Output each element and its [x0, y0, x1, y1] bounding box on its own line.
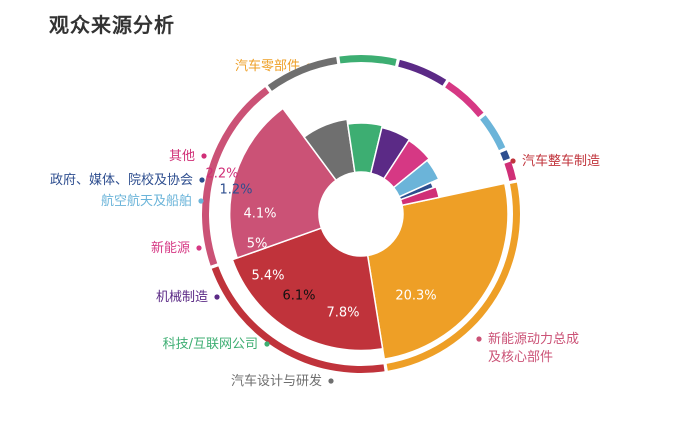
- chart-title: 观众来源分析: [49, 13, 175, 37]
- ring-segment-2: [202, 87, 270, 266]
- donut-hole: [319, 172, 403, 256]
- ring-segment-4: [339, 54, 397, 66]
- ring-segment-9: [504, 161, 517, 181]
- category-label-7: 航空航天及船舶: [101, 193, 192, 209]
- legend-dot-4: [264, 341, 270, 347]
- legend-dot-5: [214, 294, 220, 300]
- value-label-9: 2.2%: [205, 167, 238, 182]
- ring-segment-5: [398, 59, 447, 86]
- category-label-5: 机械制造: [156, 290, 208, 305]
- category-label-4: 科技/互联网公司: [163, 337, 258, 352]
- legend-dot-7: [198, 198, 204, 204]
- legend-dot-6: [196, 245, 202, 251]
- value-label-2: 20.3%: [395, 289, 436, 304]
- value-label-4: 6.1%: [282, 289, 315, 304]
- value-label-3: 7.8%: [326, 306, 359, 321]
- ring-segment-7: [480, 115, 506, 151]
- ring-segment-1: [211, 266, 385, 373]
- category-label-2: 新能源动力总成及核心部件: [488, 331, 579, 365]
- value-label-6: 5%: [247, 237, 268, 252]
- legend-dot-9: [201, 153, 207, 159]
- category-label-9: 其他: [169, 149, 195, 164]
- legend-dot-1: [510, 158, 516, 164]
- value-label-7: 4.1%: [243, 207, 276, 222]
- legend-dot-2: [476, 336, 482, 342]
- value-label-5: 5.4%: [251, 269, 284, 284]
- category-label-6: 新能源: [151, 240, 190, 256]
- ring-segment-3: [267, 56, 338, 91]
- ring-segment-6: [445, 81, 484, 118]
- legend-dot-8: [199, 177, 205, 183]
- legend-dot-3: [328, 378, 334, 384]
- category-label-1: 汽车整车制造: [522, 153, 600, 169]
- value-label-8: 1.2%: [219, 183, 252, 198]
- category-label-3: 汽车设计与研发: [231, 373, 322, 389]
- category-label-0: 汽车零部件: [235, 58, 300, 74]
- category-label-8: 政府、媒体、院校及协会: [50, 172, 193, 188]
- ring-segment-8: [500, 150, 510, 161]
